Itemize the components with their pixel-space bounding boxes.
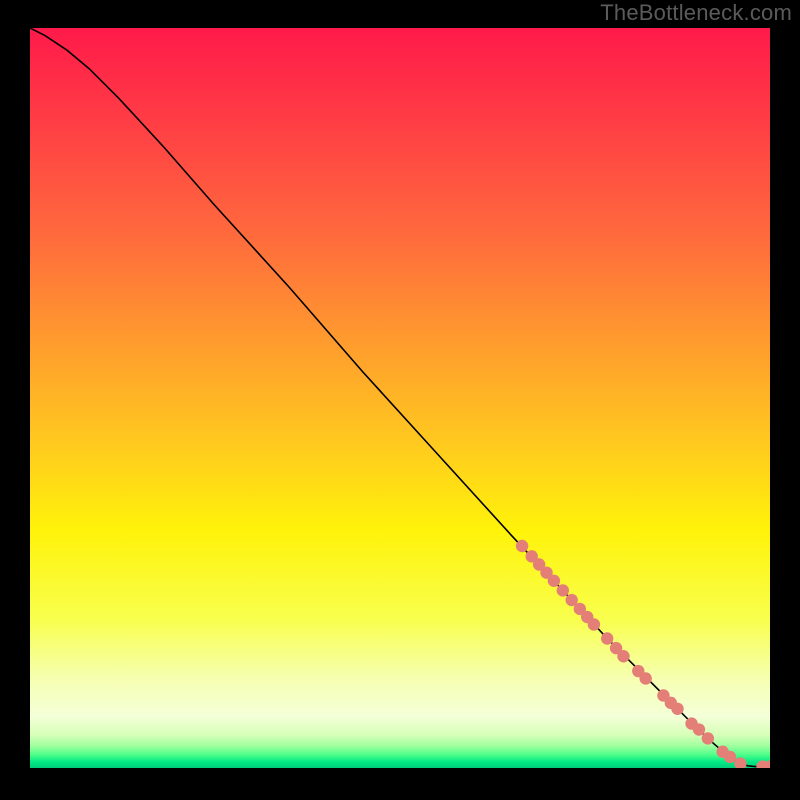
bottleneck-curve-chart xyxy=(0,0,800,800)
chart-marker xyxy=(588,618,600,630)
chart-marker xyxy=(693,723,705,735)
chart-marker xyxy=(639,672,651,684)
chart-stage: TheBottleneck.com xyxy=(0,0,800,800)
chart-marker xyxy=(548,575,560,587)
chart-marker xyxy=(516,540,528,552)
chart-marker xyxy=(671,703,683,715)
chart-marker xyxy=(601,632,613,644)
chart-marker xyxy=(617,650,629,662)
chart-marker xyxy=(724,751,736,763)
watermark-label: TheBottleneck.com xyxy=(600,0,792,26)
chart-marker xyxy=(734,757,746,769)
chart-marker xyxy=(557,584,569,596)
chart-plot-background xyxy=(30,28,770,768)
chart-marker xyxy=(702,732,714,744)
